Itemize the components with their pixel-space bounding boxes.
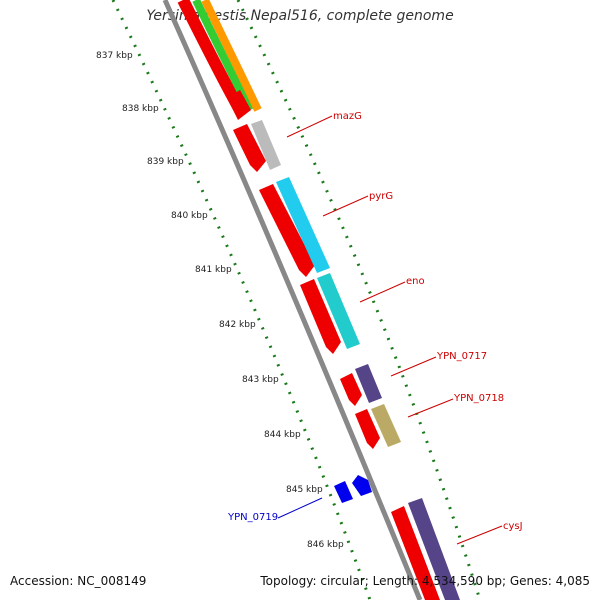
top-feature-band: [177, 0, 262, 113]
gene-bar-ypn0717: [355, 364, 382, 403]
outer-tick-track: [236, 0, 482, 600]
reverse-cds-arrow: [334, 481, 353, 503]
gene-bar-eno: [317, 273, 360, 349]
tick-label: 842 kbp: [219, 320, 256, 330]
cds-arrow: [355, 409, 380, 449]
genome-summary-text: Topology: circular; Length: 4,534,590 bp…: [260, 574, 590, 588]
gene-bar-mazG: [251, 120, 281, 170]
gene-label-mazG: mazG: [333, 111, 362, 122]
tick-label: 838 kbp: [122, 104, 159, 114]
map-title: Yersinia pestis Nepal516, complete genom…: [146, 8, 454, 24]
cds-arrow: [340, 373, 362, 406]
tick-label: 840 kbp: [171, 211, 208, 221]
tick-label: 839 kbp: [147, 157, 184, 167]
gene-bars: [251, 120, 460, 600]
accession-text: Accession: NC_008149: [10, 574, 147, 588]
tick-label: 844 kbp: [264, 430, 301, 440]
gene-bar-cysJ: [408, 498, 460, 600]
gene-label-ypn0719: YPN_0719: [227, 512, 278, 523]
reverse-cds-arrow: [352, 475, 372, 496]
tick-label: 843 kbp: [242, 375, 279, 385]
gene-bar-pyrG: [276, 177, 330, 273]
leader-lines: [277, 115, 503, 545]
backbone-arc: [162, 0, 423, 600]
tick-label: 841 kbp: [195, 265, 232, 275]
cds-arrow: [259, 184, 315, 277]
cds-arrow: [391, 506, 440, 600]
tick-labels: 837 kbp 838 kbp 839 kbp 840 kbp 841 kbp …: [96, 51, 344, 550]
gene-label-cysJ: cysJ: [503, 521, 523, 532]
reverse-cds-arrows: [334, 475, 372, 503]
tick-label: 845 kbp: [286, 485, 323, 495]
gene-bar-ypn0718: [371, 404, 401, 447]
gene-label-ypn0717: YPN_0717: [436, 351, 487, 362]
gene-label-ypn0718: YPN_0718: [453, 393, 504, 404]
gene-label-eno: eno: [406, 276, 425, 287]
cds-arrow: [227, 90, 251, 120]
cds-arrows: [227, 90, 440, 600]
cds-arrow: [233, 124, 266, 172]
cds-arrow: [300, 279, 341, 354]
tick-label: 837 kbp: [96, 51, 133, 61]
gene-label-pyrG: pyrG: [369, 191, 393, 202]
tick-label: 846 kbp: [307, 540, 344, 550]
gene-labels: mazG pyrG eno YPN_0717 YPN_0718 YPN_0719…: [227, 111, 523, 532]
